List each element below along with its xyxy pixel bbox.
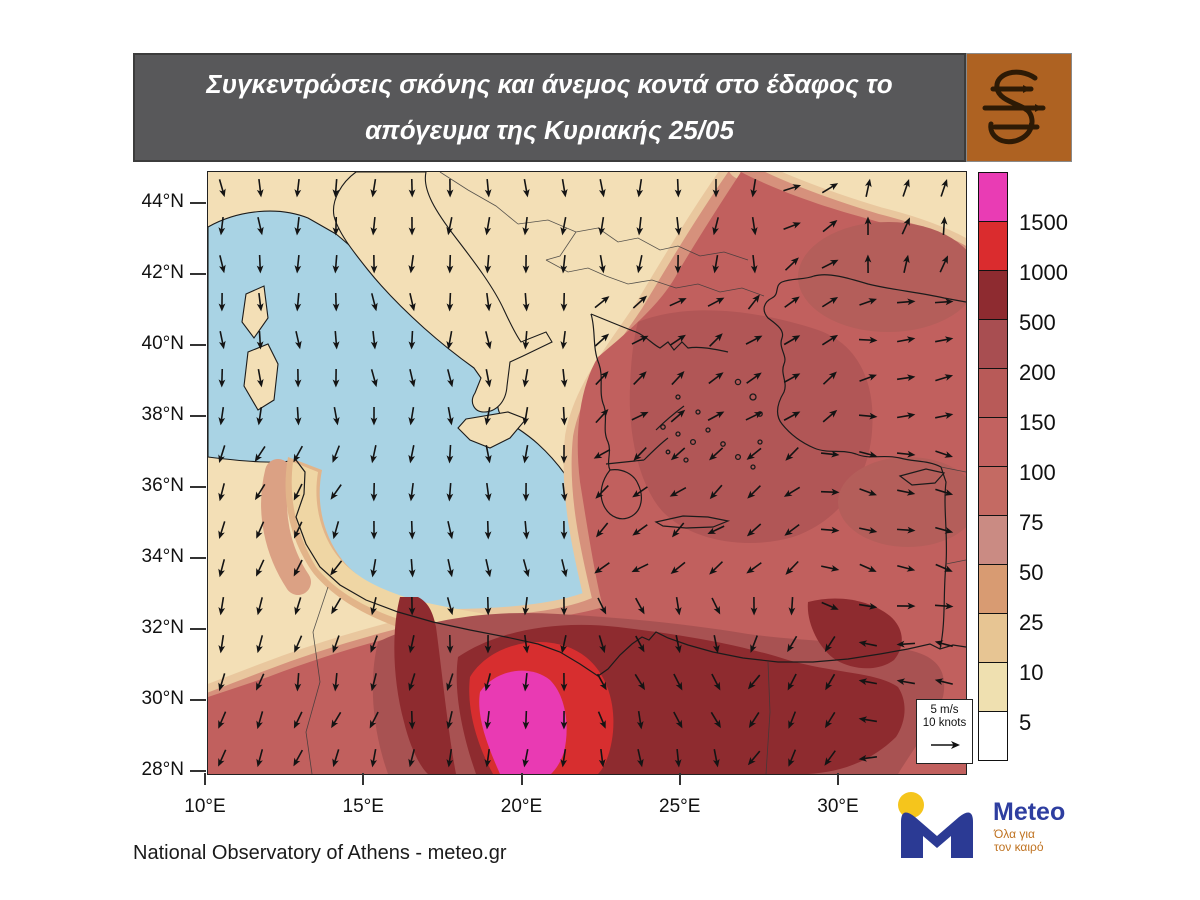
- axis-label: 42°N: [141, 262, 184, 283]
- colorbar-segment: [978, 368, 1008, 418]
- axis-tick: [837, 773, 839, 785]
- meteo-m-icon: [898, 792, 973, 858]
- colorbar-label: 500: [1019, 310, 1056, 335]
- colorbar-label: 25: [1019, 610, 1044, 635]
- axis-tick: [204, 773, 206, 785]
- axis-tick: [362, 773, 365, 785]
- colorbar-label: 100: [1019, 460, 1056, 485]
- colorbar-segment: [978, 466, 1008, 516]
- axis-tick: [190, 273, 206, 275]
- axis-label: 28°N: [141, 759, 184, 780]
- title-line-2: απόγευμα της Κυριακής 25/05: [365, 115, 734, 146]
- colorbar-segment: [978, 613, 1008, 663]
- colorbar-segment: [978, 662, 1008, 712]
- dust-colorbar: 1500 1000 500 200 150 100 75 50 25 10 5: [978, 172, 1068, 772]
- colorbar-segment: [978, 417, 1008, 467]
- axis-tick: [678, 773, 681, 785]
- axis-tick: [190, 770, 206, 772]
- colorbar-segment: [978, 221, 1008, 271]
- axis-tick: [190, 628, 206, 630]
- meteo-tagline: Όλα για τον καιρό: [994, 827, 1044, 854]
- colorbar-label: 200: [1019, 360, 1056, 385]
- dust-concentration-map: [193, 151, 981, 775]
- colorbar-segment: [978, 711, 1008, 761]
- borders-layer: [305, 171, 967, 775]
- sardinia: [243, 343, 279, 411]
- dust-wind-emblem: [966, 53, 1072, 162]
- colorbar-segment: [978, 515, 1008, 565]
- axis-label: 10°E: [184, 796, 226, 817]
- islands-layer: [241, 171, 553, 449]
- colorbar-label: 10: [1019, 660, 1044, 685]
- colorbar-label: 50: [1019, 560, 1044, 585]
- axis-label: 20°E: [500, 796, 543, 817]
- wind-scale-knots: 10 knots: [922, 717, 967, 729]
- map-canvas: [193, 151, 981, 775]
- colorbar-label: 1500: [1019, 210, 1068, 235]
- axis-label: 40°N: [141, 333, 184, 354]
- meteo-wordmark: Meteo: [993, 798, 1066, 826]
- axis-tick: [520, 773, 523, 785]
- axis-label: 25°E: [659, 796, 701, 817]
- aegean-islands: [660, 378, 763, 470]
- colorbar-segment: [978, 319, 1008, 369]
- axis-label: 36°N: [141, 475, 184, 496]
- axis-tick: [190, 557, 206, 559]
- axis-label: 32°N: [141, 617, 184, 638]
- dust-swirl-icon: [982, 69, 1046, 144]
- corsica: [241, 285, 269, 339]
- sicily: [457, 411, 527, 449]
- title-bar: Συγκεντρώσεις σκόνης και άνεμος κοντά στ…: [133, 53, 966, 162]
- axis-label: 30°E: [817, 796, 859, 817]
- wind-scale-arrow-icon: [930, 741, 960, 749]
- italy: [332, 171, 553, 413]
- axis-label: 30°N: [141, 688, 184, 709]
- colorbar-segment: [978, 270, 1008, 320]
- wind-scale-ms: 5 m/s: [930, 704, 959, 716]
- axis-tick: [190, 202, 206, 204]
- axis-label: 34°N: [141, 546, 184, 567]
- axis-tick: [190, 415, 206, 417]
- colorbar-segment: [978, 172, 1008, 222]
- colorbar-label: 150: [1019, 410, 1056, 435]
- meteo-logo: Meteo Όλα για τον καιρό: [893, 790, 1093, 865]
- attribution-text: National Observatory of Athens - meteo.g…: [133, 842, 507, 864]
- wind-scale-legend: 5 m/s 10 knots: [916, 699, 973, 764]
- axis-tick: [190, 486, 206, 488]
- axis-label: 44°N: [141, 191, 184, 212]
- axis-label: 38°N: [141, 404, 184, 425]
- colorbar-segment: [978, 564, 1008, 614]
- axis-tick: [190, 699, 206, 701]
- axis-label: 15°E: [342, 796, 384, 817]
- colorbar-label: 1000: [1019, 260, 1068, 285]
- colorbar-label: 5: [1019, 710, 1032, 735]
- axis-tick: [190, 344, 206, 346]
- title-line-1: Συγκεντρώσεις σκόνης και άνεμος κοντά στ…: [206, 68, 893, 99]
- colorbar-label: 75: [1019, 510, 1044, 535]
